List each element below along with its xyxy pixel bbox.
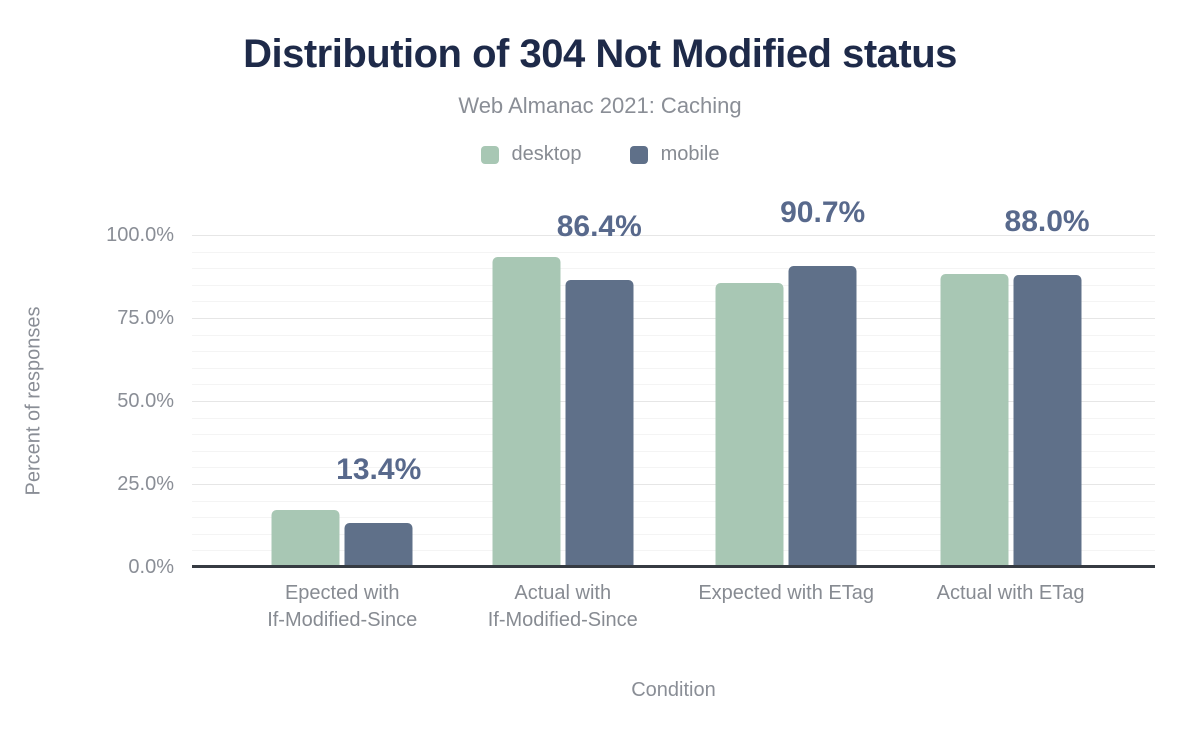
- chart-subtitle: Web Almanac 2021: Caching: [458, 93, 742, 118]
- bar-annotation: 86.4%: [556, 210, 642, 244]
- y-axis-title: Percent of responses: [22, 306, 45, 496]
- x-tick-label-line: Epected with: [284, 582, 400, 604]
- minor-gridline: [192, 251, 1155, 253]
- bar-annotation: 88.0%: [1004, 204, 1090, 238]
- minor-gridline: [192, 301, 1155, 303]
- x-tick-label: Epected with If-Modified-Since: [267, 580, 417, 634]
- minor-gridline: [192, 517, 1155, 519]
- minor-gridline: [192, 367, 1155, 369]
- minor-gridline: [192, 434, 1155, 436]
- bar-mobile: [788, 265, 857, 567]
- x-tick-label: Expected with ETag: [698, 580, 874, 607]
- x-tick-label-line: If-Modified-Since: [267, 609, 418, 631]
- minor-gridline: [192, 417, 1155, 419]
- legend: desktop mobile: [0, 143, 1200, 166]
- minor-gridline: [192, 284, 1155, 286]
- bar-mobile: [565, 280, 634, 567]
- bar-desktop: [715, 283, 784, 567]
- minor-gridline: [192, 550, 1155, 552]
- bar-desktop: [940, 273, 1009, 567]
- chart-title: Distribution of 304 Not Modified status: [243, 32, 957, 76]
- y-tick-label: 25.0%: [117, 473, 174, 495]
- minor-gridline: [192, 500, 1155, 502]
- minor-gridline: [192, 268, 1155, 270]
- bar-annotation: 13.4%: [336, 452, 422, 486]
- x-tick-label-line: Actual with ETag: [936, 582, 1085, 604]
- bar-annotation: 90.7%: [780, 195, 866, 229]
- mobile-swatch-icon: [629, 145, 648, 164]
- plot-area: Percent of responses Condition 0.0% 25.0%…: [23, 196, 1155, 701]
- bar-desktop: [492, 256, 561, 567]
- x-tick-label-line: If-Modified-Since: [487, 609, 638, 631]
- bar-group: 86.4%: [492, 210, 642, 567]
- bar-mobile: [1013, 274, 1082, 567]
- x-tick-label: Actual with ETag: [937, 580, 1085, 607]
- legend-label-mobile: mobile: [660, 143, 720, 165]
- bar-group: 90.7%: [715, 196, 865, 567]
- minor-gridline: [192, 384, 1155, 386]
- major-gridline: [192, 318, 1155, 319]
- x-tick-label-line: Actual with: [514, 582, 612, 604]
- y-tick-label: 0.0%: [128, 556, 174, 578]
- x-tick-label-line: Expected with ETag: [698, 582, 874, 604]
- minor-gridline: [192, 351, 1155, 353]
- bar-group: 13.4%: [271, 235, 421, 567]
- minor-gridline: [192, 533, 1155, 535]
- legend-item-desktop: desktop: [480, 143, 582, 166]
- bar-desktop: [271, 509, 340, 567]
- x-axis-line: [192, 565, 1155, 568]
- minor-gridline: [192, 334, 1155, 336]
- y-tick-label: 75.0%: [117, 307, 174, 329]
- bar-group: 88.0%: [940, 205, 1090, 567]
- minor-gridline: [192, 467, 1155, 469]
- minor-gridline: [192, 450, 1155, 452]
- major-gridline: [192, 484, 1155, 485]
- x-tick-label: Actual with If-Modified-Since: [488, 580, 638, 634]
- y-tick-label: 50.0%: [117, 390, 174, 412]
- legend-label-desktop: desktop: [511, 143, 582, 165]
- x-axis-title: Condition: [631, 679, 716, 701]
- y-tick-label: 100.0%: [106, 224, 174, 246]
- legend-item-mobile: mobile: [629, 143, 720, 166]
- bar-mobile: [344, 522, 413, 567]
- major-gridline: [192, 235, 1155, 236]
- major-gridline: [192, 401, 1155, 402]
- desktop-swatch-icon: [480, 145, 499, 164]
